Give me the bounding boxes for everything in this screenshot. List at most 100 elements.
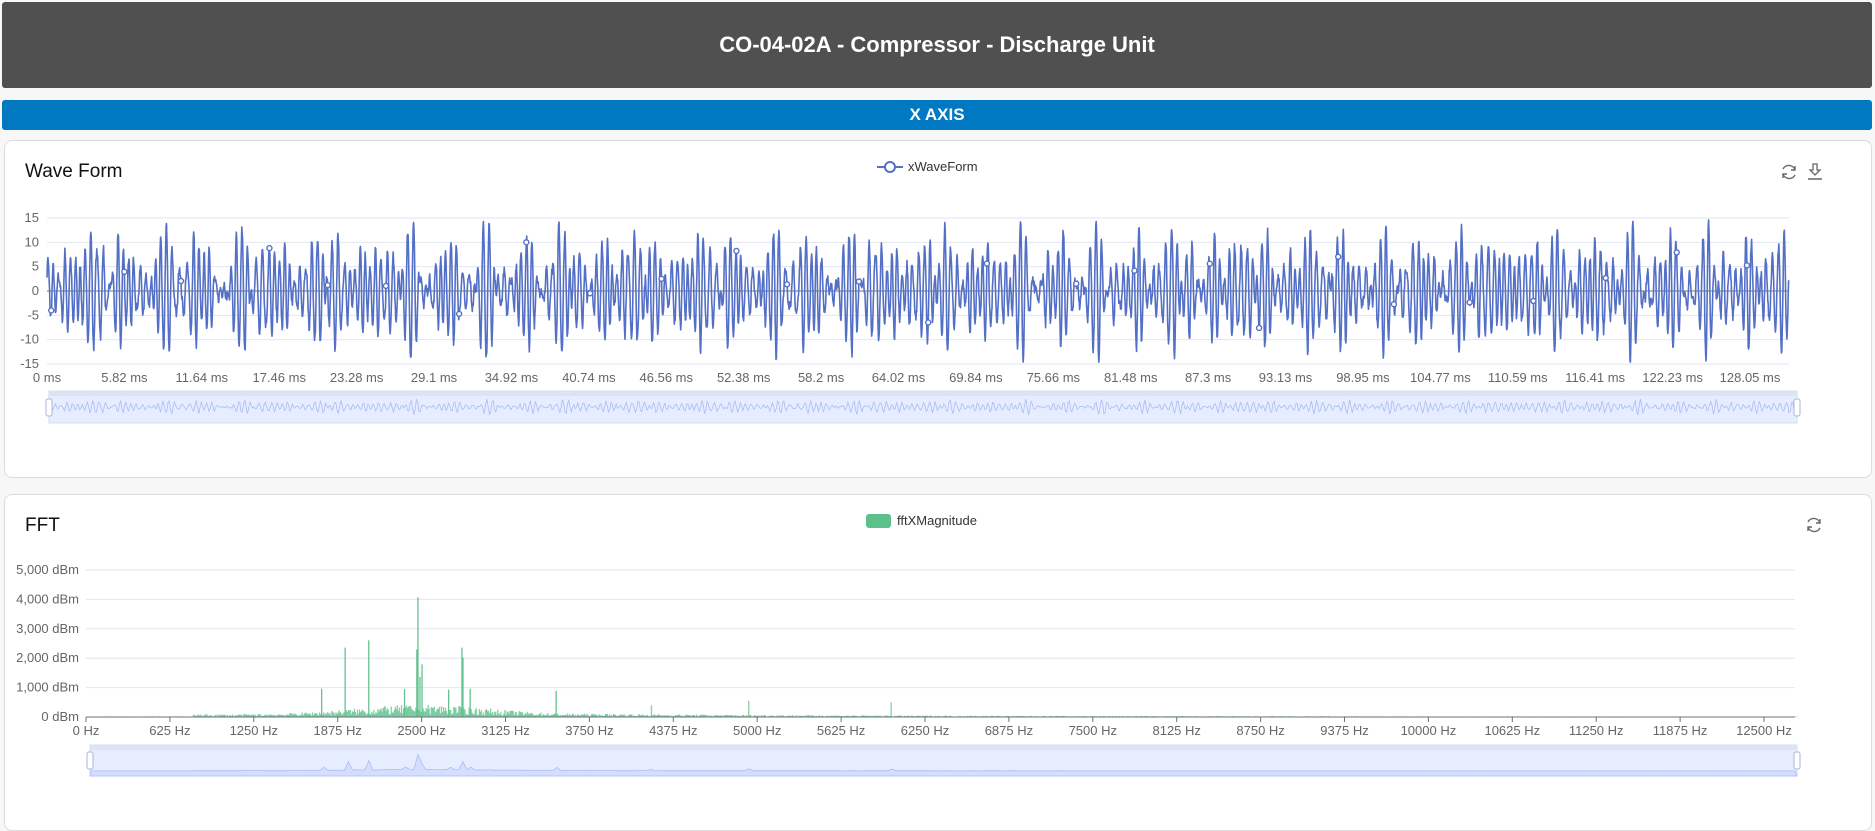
fft-bar: [847, 715, 849, 717]
refresh-icon[interactable]: [1779, 162, 1799, 182]
fft-bar: [701, 715, 703, 717]
fft-bar: [601, 714, 603, 717]
slider-handle-left[interactable]: [45, 398, 53, 417]
slider-handle-right[interactable]: [1793, 398, 1801, 417]
fft-bar: [618, 715, 620, 717]
x-tick-label: 1250 Hz: [230, 723, 278, 738]
fft-bar: [709, 715, 711, 717]
fft-bar: [605, 714, 607, 717]
data-point-marker: [382, 282, 390, 290]
data-point-marker: [177, 277, 185, 285]
fft-bar: [386, 708, 388, 717]
fft-bar: [401, 713, 404, 717]
fft-bar: [807, 715, 809, 717]
fft-bar: [419, 677, 421, 717]
fft-bar: [229, 715, 232, 717]
fft-bar: [850, 715, 852, 717]
fft-bar: [312, 715, 315, 717]
fft-bar: [452, 713, 454, 717]
fft-bar: [438, 706, 441, 717]
fft-bar: [706, 715, 708, 717]
fft-bar: [731, 715, 733, 717]
fft-bar: [634, 715, 636, 717]
fft-bar: [268, 715, 270, 717]
fft-bar: [509, 710, 511, 717]
data-point-marker: [1466, 299, 1473, 306]
fft-bar: [733, 715, 736, 717]
fft-bar: [636, 715, 638, 717]
fft-bar: [580, 715, 582, 717]
fft-bar: [622, 715, 624, 717]
waveform-legend-item[interactable]: xWaveForm: [877, 159, 978, 174]
x-tick-label: 87.3 ms: [1185, 370, 1232, 385]
slider-handle-right[interactable]: [1793, 751, 1801, 770]
data-point-marker: [48, 307, 55, 314]
fft-bar: [610, 714, 613, 717]
x-tick-label: 11.64 ms: [176, 370, 229, 385]
fft-bar: [341, 715, 343, 717]
x-tick-label: 29.1 ms: [411, 370, 458, 385]
fft-bar: [758, 715, 760, 717]
fft-bar: [439, 713, 442, 717]
fft-bar: [423, 711, 425, 717]
fft-bar: [333, 712, 335, 717]
fft-chart: 5,000 dBm 4,000 dBm 3,000 dBm 2,000 dBm 1,00…: [16, 562, 1801, 777]
fft-bar: [485, 709, 488, 717]
fft-bar: [574, 715, 576, 717]
waveform-chart: 15 10 5 0 -5 -10 -150 ms 5.82 ms 11.64 ms 17.46 m…: [20, 210, 1801, 424]
fft-bar: [872, 715, 874, 717]
fft-bar: [624, 714, 626, 717]
fft-bar: [260, 715, 262, 717]
fft-bar: [454, 707, 456, 717]
fft-bar: [343, 712, 345, 717]
slider-top-bar: [90, 745, 1797, 750]
fft-bar: [206, 714, 208, 717]
fft-bar: [780, 715, 783, 717]
fft-bar: [265, 714, 267, 717]
fft-bar: [429, 714, 431, 717]
fft-bar: [533, 715, 535, 717]
fft-bar: [303, 713, 305, 717]
fft-bar: [360, 711, 363, 717]
fft-bar: [530, 713, 533, 717]
fft-legend-label: fftXMagnitude: [897, 513, 977, 528]
x-tick-label: 10625 Hz: [1484, 723, 1540, 738]
fft-bar: [286, 715, 288, 717]
x-tick-label: 3750 Hz: [565, 723, 613, 738]
slider-handle-left[interactable]: [86, 751, 94, 770]
fft-bar: [486, 711, 489, 717]
x-tick-label: 58.2 ms: [798, 370, 845, 385]
fft-bar: [569, 715, 572, 717]
fft-bar: [495, 711, 497, 717]
fft-bar: [562, 715, 564, 717]
refresh-icon[interactable]: [1804, 515, 1824, 535]
fft-bar: [795, 715, 797, 717]
download-icon[interactable]: [1805, 162, 1825, 182]
data-point-marker: [523, 239, 530, 246]
fft-bar: [674, 715, 676, 717]
fft-bar: [378, 711, 380, 717]
fft-bar: [267, 714, 269, 717]
fft-bar: [628, 715, 630, 717]
fft-bar: [876, 715, 878, 717]
fft-bar: [283, 715, 285, 717]
fft-bar: [970, 715, 972, 717]
fft-bar: [910, 715, 913, 717]
fft-bar: [290, 713, 292, 717]
fft-bar: [949, 715, 952, 717]
data-point-marker: [1255, 324, 1263, 332]
fft-bar: [768, 715, 770, 717]
fft-bar: [836, 715, 838, 717]
fft-bar: [718, 715, 720, 717]
fft-bar: [661, 715, 663, 717]
fft-bar: [222, 714, 224, 717]
fft-bar: [599, 715, 601, 717]
fft-bar: [738, 715, 741, 717]
fft-bar: [221, 715, 223, 717]
fft-bar: [581, 714, 583, 717]
fft-bar: [973, 715, 975, 717]
fft-bar: [428, 708, 430, 717]
fft-legend-item[interactable]: fftXMagnitude: [866, 513, 977, 528]
fft-bar: [309, 714, 311, 717]
fft-bar: [399, 712, 402, 717]
